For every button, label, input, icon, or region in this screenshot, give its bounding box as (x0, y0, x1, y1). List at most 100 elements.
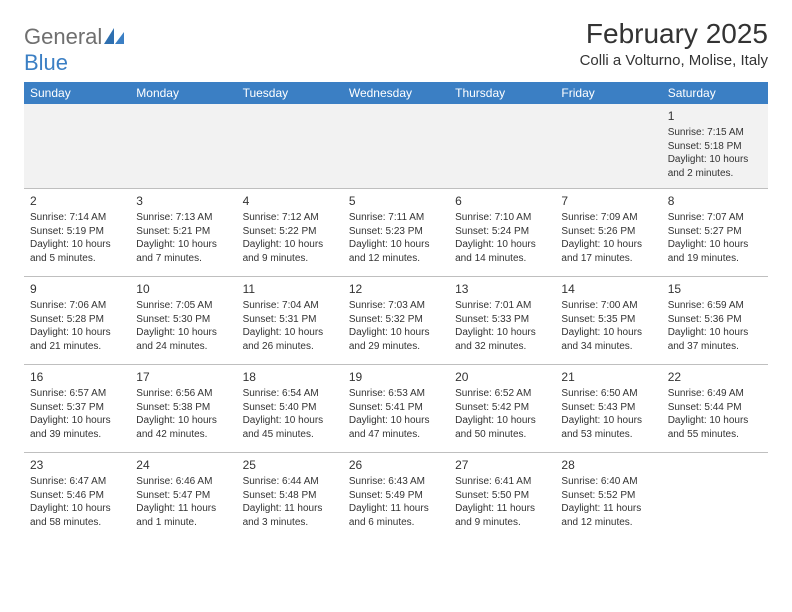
day-number: 11 (243, 281, 337, 297)
sunrise-text: Sunrise: 7:03 AM (349, 299, 443, 313)
day-number: 22 (668, 369, 762, 385)
day-number: 2 (30, 193, 124, 209)
daylight-text: Daylight: 10 hours and 47 minutes. (349, 414, 443, 441)
daylight-text: Daylight: 10 hours and 34 minutes. (561, 326, 655, 353)
calendar-empty-cell (555, 104, 661, 189)
daylight-text: Daylight: 10 hours and 58 minutes. (30, 502, 124, 529)
sunrise-text: Sunrise: 6:59 AM (668, 299, 762, 313)
sunrise-text: Sunrise: 6:44 AM (243, 475, 337, 489)
sunrise-text: Sunrise: 7:11 AM (349, 211, 443, 225)
day-number: 12 (349, 281, 443, 297)
day-number: 23 (30, 457, 124, 473)
calendar-day-cell: 2Sunrise: 7:14 AMSunset: 5:19 PMDaylight… (24, 189, 130, 277)
weekday-header: Wednesday (343, 82, 449, 104)
daylight-text: Daylight: 10 hours and 53 minutes. (561, 414, 655, 441)
sunset-text: Sunset: 5:49 PM (349, 489, 443, 503)
calendar-day-cell: 23 Sunrise: 6:47 AMSunset: 5:46 PMDayligh… (24, 453, 130, 541)
calendar-day-cell: 15 Sunrise: 6:59 AMSunset: 5:36 PMDayligh… (662, 277, 768, 365)
calendar-week-row: 1Sunrise: 7:15 AMSunset: 5:18 PMDaylight… (24, 104, 768, 189)
weekday-header: Thursday (449, 82, 555, 104)
daylight-text: Daylight: 10 hours and 9 minutes. (243, 238, 337, 265)
calendar-day-cell: 11Sunrise: 7:04 AMSunset: 5:31 PMDayligh… (237, 277, 343, 365)
day-number: 20 (455, 369, 549, 385)
daylight-text: Daylight: 10 hours and 26 minutes. (243, 326, 337, 353)
sunrise-text: Sunrise: 6:53 AM (349, 387, 443, 401)
day-number: 9 (30, 281, 124, 297)
sunrise-text: Sunrise: 6:56 AM (136, 387, 230, 401)
sunrise-text: Sunrise: 7:06 AM (30, 299, 124, 313)
sunset-text: Sunset: 5:24 PM (455, 225, 549, 239)
sunset-text: Sunset: 5:42 PM (455, 401, 549, 415)
location-subtitle: Colli a Volturno, Molise, Italy (580, 52, 768, 69)
calendar-day-cell: 21Sunrise: 6:50 AMSunset: 5:43 PMDayligh… (555, 365, 661, 453)
daylight-text: Daylight: 10 hours and 24 minutes. (136, 326, 230, 353)
sunset-text: Sunset: 5:41 PM (349, 401, 443, 415)
daylight-text: Daylight: 10 hours and 39 minutes. (30, 414, 124, 441)
sunrise-text: Sunrise: 7:10 AM (455, 211, 549, 225)
sunset-text: Sunset: 5:21 PM (136, 225, 230, 239)
calendar-day-cell: 5Sunrise: 7:11 AMSunset: 5:23 PMDaylight… (343, 189, 449, 277)
calendar-day-cell: 8Sunrise: 7:07 AMSunset: 5:27 PMDaylight… (662, 189, 768, 277)
sunset-text: Sunset: 5:48 PM (243, 489, 337, 503)
sunset-text: Sunset: 5:36 PM (668, 313, 762, 327)
sunrise-text: Sunrise: 6:47 AM (30, 475, 124, 489)
sunrise-text: Sunrise: 6:46 AM (136, 475, 230, 489)
calendar-day-cell: 17Sunrise: 6:56 AMSunset: 5:38 PMDayligh… (130, 365, 236, 453)
calendar-empty-cell (24, 104, 130, 189)
daylight-text: Daylight: 10 hours and 32 minutes. (455, 326, 549, 353)
sunrise-text: Sunrise: 7:13 AM (136, 211, 230, 225)
calendar-day-cell: 12Sunrise: 7:03 AMSunset: 5:32 PMDayligh… (343, 277, 449, 365)
calendar-day-cell: 26Sunrise: 6:43 AMSunset: 5:49 PMDayligh… (343, 453, 449, 541)
daylight-text: Daylight: 10 hours and 21 minutes. (30, 326, 124, 353)
day-number: 18 (243, 369, 337, 385)
day-number: 28 (561, 457, 655, 473)
weekday-header: Sunday (24, 82, 130, 104)
sunrise-text: Sunrise: 6:43 AM (349, 475, 443, 489)
daylight-text: Daylight: 10 hours and 50 minutes. (455, 414, 549, 441)
calendar-day-cell: 24Sunrise: 6:46 AMSunset: 5:47 PMDayligh… (130, 453, 236, 541)
day-number: 24 (136, 457, 230, 473)
calendar-day-cell: 19 Sunrise: 6:53 AMSunset: 5:41 PMDayligh… (343, 365, 449, 453)
calendar-day-cell: 22Sunrise: 6:49 AMSunset: 5:44 PMDayligh… (662, 365, 768, 453)
day-number: 21 (561, 369, 655, 385)
sunset-text: Sunset: 5:28 PM (30, 313, 124, 327)
weekday-header: Monday (130, 82, 236, 104)
day-number: 19 (349, 369, 443, 385)
sunrise-text: Sunrise: 7:15 AM (668, 126, 762, 140)
daylight-text: Daylight: 10 hours and 2 minutes. (668, 153, 762, 180)
sunset-text: Sunset: 5:23 PM (349, 225, 443, 239)
daylight-text: Daylight: 10 hours and 17 minutes. (561, 238, 655, 265)
daylight-text: Daylight: 11 hours and 3 minutes. (243, 502, 337, 529)
calendar-day-cell: 3Sunrise: 7:13 AMSunset: 5:21 PMDaylight… (130, 189, 236, 277)
month-title: February 2025 (580, 18, 768, 50)
logo-text: General Blue (24, 24, 124, 76)
weekday-header: Friday (555, 82, 661, 104)
day-number: 13 (455, 281, 549, 297)
day-number: 15 (668, 281, 762, 297)
daylight-text: Daylight: 10 hours and 37 minutes. (668, 326, 762, 353)
calendar-day-cell: 13Sunrise: 7:01 AMSunset: 5:33 PMDayligh… (449, 277, 555, 365)
calendar-week-row: 2Sunrise: 7:14 AMSunset: 5:19 PMDaylight… (24, 189, 768, 277)
calendar-table: Sunday Monday Tuesday Wednesday Thursday… (24, 82, 768, 541)
calendar-week-row: 23Sunrise: 6:47 AMSunset: 5:46 PMDayligh… (24, 453, 768, 541)
calendar-day-cell: 4Sunrise: 7:12 AMSunset: 5:22 PMDaylight… (237, 189, 343, 277)
day-number: 17 (136, 369, 230, 385)
calendar-empty-cell (449, 104, 555, 189)
sunrise-text: Sunrise: 7:07 AM (668, 211, 762, 225)
sunset-text: Sunset: 5:46 PM (30, 489, 124, 503)
sunrise-text: Sunrise: 6:40 AM (561, 475, 655, 489)
day-number: 6 (455, 193, 549, 209)
calendar-day-cell: 27Sunrise: 6:41 AMSunset: 5:50 PMDayligh… (449, 453, 555, 541)
sunrise-text: Sunrise: 7:09 AM (561, 211, 655, 225)
daylight-text: Daylight: 11 hours and 12 minutes. (561, 502, 655, 529)
sunrise-text: Sunrise: 6:54 AM (243, 387, 337, 401)
logo-main: General (24, 24, 102, 49)
calendar-empty-cell (662, 453, 768, 541)
sunset-text: Sunset: 5:52 PM (561, 489, 655, 503)
daylight-text: Daylight: 10 hours and 12 minutes. (349, 238, 443, 265)
sunrise-text: Sunrise: 7:04 AM (243, 299, 337, 313)
day-number: 27 (455, 457, 549, 473)
sunrise-text: Sunrise: 7:00 AM (561, 299, 655, 313)
day-number: 3 (136, 193, 230, 209)
logo-sub: Blue (24, 50, 68, 75)
